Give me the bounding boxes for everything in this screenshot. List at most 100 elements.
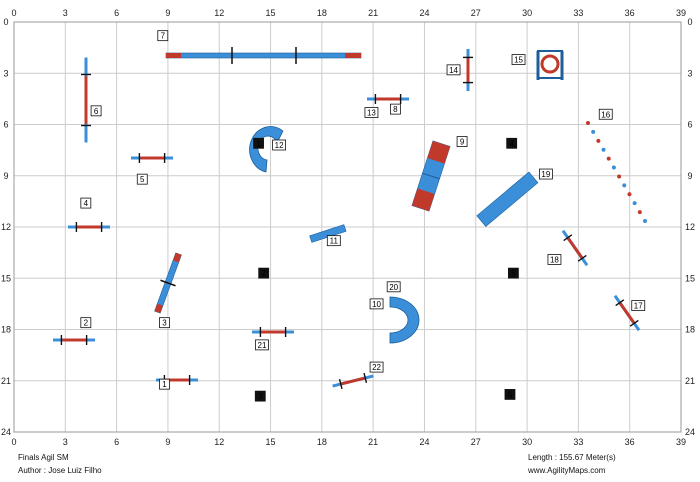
y-tick-right: 0 [687,17,692,27]
marker-label: 5 [511,269,516,278]
jumps [53,49,641,390]
marker-label: 15 [514,56,523,65]
marker-label: 9 [460,138,465,147]
course-title: Finals Agil SM [18,453,69,462]
obstacle-number: 3 [159,317,170,329]
marker-label: 13 [367,109,376,118]
weave-pole [606,156,611,161]
y-tick-left: 0 [3,17,8,27]
marker-label: 12 [275,141,284,150]
y-tick-left: 3 [3,68,8,78]
y-tick-right: 15 [685,273,695,283]
x-tick-top: 21 [368,8,378,18]
weave-pole [611,165,616,170]
weave-pole [632,201,637,206]
marker-label: 1 [256,139,261,148]
handler-marker: 1 [253,137,264,149]
marker-label: 17 [634,302,643,311]
x-tick-bottom: 39 [676,437,686,447]
marker-label: 1 [162,380,167,389]
obstacle-number: 2 [80,317,92,329]
jump [561,229,589,267]
y-tick-left: 9 [3,171,8,181]
marker-label: 4 [84,199,89,208]
marker-label: 16 [601,110,610,119]
jump [81,57,91,143]
x-tick-bottom: 21 [368,437,378,447]
handler-marker: 6 [504,389,516,400]
jump [367,94,409,104]
y-tick-right: 18 [685,325,695,335]
marker-label: 4 [509,139,514,148]
y-tick-right: 6 [687,120,692,130]
marker-label: 6 [94,107,99,116]
marker-label: 6 [508,390,513,399]
obstacle-number: 5 [136,173,148,185]
dog-walk [165,47,362,64]
marker-label: 14 [449,66,458,75]
y-tick-left: 12 [1,222,11,232]
marker-label: 19 [541,170,550,179]
x-tick-top: 9 [165,8,170,18]
course-author: Author : Jose Luiz Filho [18,466,102,475]
x-tick-top: 12 [214,8,224,18]
y-tick-right: 9 [687,171,692,181]
handler-marker: 3 [254,390,266,402]
obstacle-number: 19 [538,168,553,180]
tire [536,50,564,80]
course-length: Length : 155.67 Meter(s) [528,453,616,462]
tunnel-20 [389,296,420,344]
x-tick-top: 39 [676,8,686,18]
x-tick-bottom: 24 [419,437,429,447]
x-tick-top: 0 [11,8,16,18]
weave-pole [627,192,632,197]
obstacle-number: 6 [90,105,102,117]
weave-pole [617,174,622,179]
weave-poles [586,121,647,223]
x-tick-top: 30 [522,8,532,18]
weave-pole [643,219,647,223]
obstacle-number: 4 [80,197,92,209]
tunnel-19 [476,171,539,227]
marker-label: 3 [162,319,167,328]
weave-pole [622,183,627,188]
jump [53,335,95,345]
obstacle-number: 10 [369,298,384,310]
markers: 12 34567891011121314151617181920212212345… [80,30,646,402]
y-tick-right: 24 [685,427,695,437]
obstacle-number: 16 [598,108,613,120]
marker-label: 11 [330,237,339,246]
handler-marker: 5 [507,267,519,279]
weave-pole [586,121,590,125]
obstacle-number: 9 [456,136,468,147]
marker-label: 2 [261,269,266,278]
x-tick-bottom: 36 [625,437,635,447]
y-tick-left: 6 [3,120,8,130]
marker-label: 10 [372,300,381,309]
x-tick-top: 27 [471,8,481,18]
ring-border [13,21,682,433]
y-tick-right: 21 [685,376,695,386]
obstacle-number: 14 [446,64,461,76]
obstacle-number: 15 [511,54,526,65]
marker-label: 8 [393,105,398,114]
obstacle-number: 22 [369,361,384,373]
obstacle-number: 8 [389,103,401,115]
x-tick-bottom: 12 [214,437,224,447]
jump [252,327,294,337]
obstacle-number: 11 [326,235,341,247]
website: www.AgilityMaps.com [528,466,606,475]
x-tick-top: 33 [573,8,583,18]
obstacle-number: 20 [386,281,401,293]
weave-pole [591,129,596,134]
marker-label: 20 [389,283,398,292]
x-tick-top: 36 [625,8,635,18]
jump [332,372,374,390]
marker-label: 3 [258,392,263,401]
marker-label: 5 [140,175,145,184]
marker-label: 2 [84,319,89,328]
grid [13,21,682,433]
obstacle-number: 1 [159,378,170,390]
